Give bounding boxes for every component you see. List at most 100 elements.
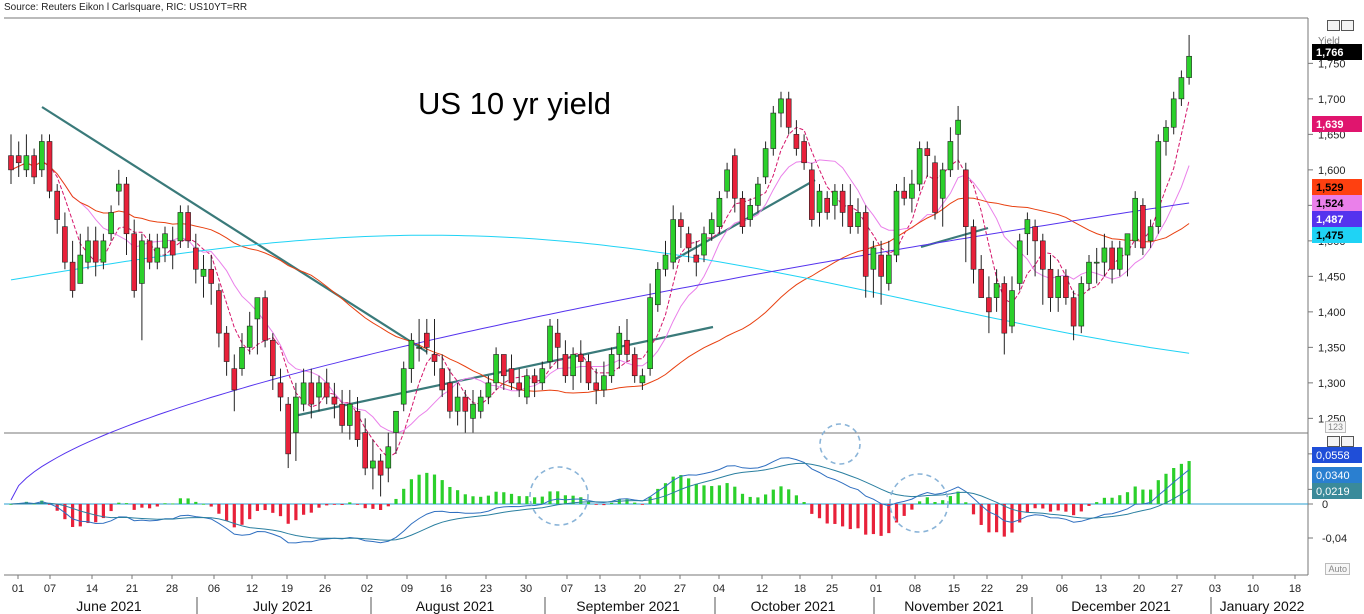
macd-histogram-bar	[332, 504, 336, 505]
y-tick-label: 1,700	[1318, 94, 1346, 106]
candle-body	[808, 169, 815, 220]
macd-histogram-bar	[694, 483, 698, 504]
candle-body	[724, 169, 730, 192]
candle-body	[755, 183, 761, 206]
macd-histogram-bar	[286, 504, 290, 524]
x-tick-label: 25	[826, 583, 838, 595]
macd-histogram-bar	[941, 500, 945, 504]
candle-body	[92, 240, 99, 263]
candle-body	[577, 354, 584, 362]
candle-body	[901, 190, 908, 199]
candle-body	[408, 339, 415, 369]
candle-body	[816, 190, 823, 213]
candle-body	[855, 212, 861, 227]
macd-histogram-bar	[140, 504, 144, 508]
month-label: November 2021	[904, 598, 1004, 614]
candle-body	[493, 354, 499, 384]
candle-body	[223, 332, 230, 362]
macd-histogram-bar	[209, 504, 213, 507]
candle-body	[1163, 126, 1169, 142]
macd-histogram-bar	[1133, 486, 1137, 504]
candle-body	[739, 197, 746, 227]
macd-histogram-bar	[756, 497, 760, 504]
candle-body	[932, 162, 938, 213]
macd-histogram-bar	[217, 504, 221, 514]
candle-body	[878, 254, 884, 277]
candle-body	[169, 240, 176, 256]
x-tick-label: 20	[634, 583, 646, 595]
scale-label-box[interactable]: 123	[1324, 421, 1346, 433]
candle-body	[300, 382, 307, 405]
candle-body	[447, 382, 453, 412]
macd-histogram-bar	[278, 504, 283, 517]
macd-histogram-bar	[471, 496, 475, 504]
candle-body	[385, 446, 392, 469]
candle-body	[254, 297, 261, 320]
macd-histogram-bar	[1179, 463, 1183, 504]
candle-body	[231, 368, 238, 391]
macd-histogram-bar	[201, 503, 206, 505]
panel-close-button[interactable]	[1341, 20, 1354, 31]
macd-value-badge-label: 0,0558	[1316, 450, 1350, 462]
month-label: June 2021	[76, 598, 142, 614]
macd-histogram-bar	[101, 504, 105, 519]
x-tick-label: 02	[361, 583, 373, 595]
macd-histogram-bar	[779, 486, 783, 504]
macd-histogram-bar	[656, 488, 660, 504]
macd-value-badge	[1312, 467, 1362, 483]
macd-histogram-bar	[517, 496, 521, 504]
x-tick-label: 26	[319, 583, 331, 595]
candle-body	[662, 254, 669, 270]
y-tick-label: 1,650	[1318, 129, 1346, 141]
candle-body	[500, 354, 507, 377]
macd-histogram-bar	[148, 504, 152, 509]
x-tick-label: 20	[1133, 583, 1145, 595]
candle-body	[323, 382, 330, 398]
candle-body	[146, 240, 153, 263]
auto-scale-button[interactable]: Auto	[1325, 563, 1350, 575]
macd-histogram-bar	[733, 486, 737, 504]
candle-body	[208, 268, 214, 284]
candle-body	[747, 205, 754, 220]
value-badge-label: 1,766	[1316, 47, 1344, 59]
candle-body	[970, 226, 977, 270]
candle-body	[46, 141, 53, 192]
candle-body	[439, 368, 446, 391]
macd-histogram-bar	[1156, 480, 1160, 504]
macd-histogram-bar	[956, 491, 960, 504]
candle-body	[77, 254, 84, 284]
macd-histogram-bar	[902, 504, 906, 516]
x-tick-label: 23	[480, 583, 492, 595]
candle-body	[909, 183, 915, 199]
month-label: December 2021	[1071, 598, 1171, 614]
macd-histogram-bar	[417, 474, 421, 504]
macd-panel-close-button[interactable]	[1341, 436, 1354, 447]
y-tick-label: 1,450	[1318, 271, 1346, 283]
candle-body	[1001, 283, 1008, 334]
macd-histogram-bar	[717, 485, 721, 504]
x-tick-label: 27	[1171, 583, 1183, 595]
macd-histogram-bar	[317, 504, 321, 508]
value-badge	[1312, 195, 1362, 211]
macd-histogram-bar	[194, 501, 198, 504]
macd-histogram-bar	[1041, 504, 1045, 509]
month-label: July 2021	[253, 598, 313, 614]
macd-histogram-bar	[918, 501, 922, 504]
macd-histogram-bar	[625, 499, 629, 504]
value-badge	[1312, 211, 1362, 227]
macd-histogram-bar	[787, 489, 791, 504]
candle-body	[562, 354, 569, 377]
macd-panel-restore-button[interactable]	[1327, 436, 1340, 447]
candle-body	[316, 382, 322, 398]
value-badge-label: 1,639	[1316, 119, 1344, 131]
macd-histogram-bar	[663, 483, 668, 504]
macd-histogram-bar	[394, 498, 398, 504]
panel-restore-button[interactable]	[1327, 20, 1340, 31]
candle-body	[123, 183, 130, 235]
macd-histogram-bar	[178, 498, 182, 504]
macd-histogram-bar	[556, 491, 560, 504]
candle-body	[516, 382, 523, 391]
x-tick-label: 13	[594, 583, 606, 595]
candle-body	[1117, 247, 1123, 270]
